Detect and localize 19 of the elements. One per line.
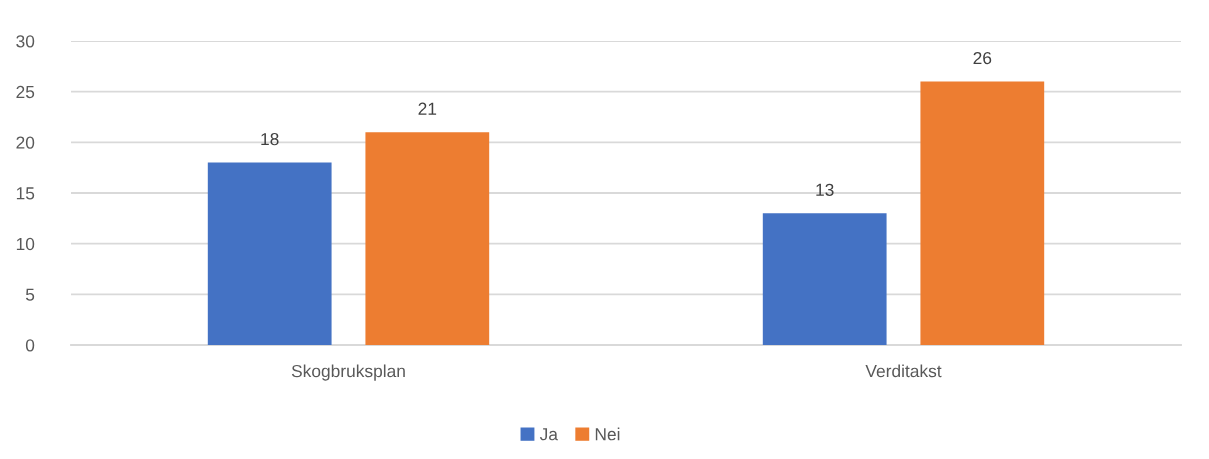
data-label: 13 <box>816 183 834 196</box>
data-label: 21 <box>418 102 437 115</box>
legend-label: Ja <box>539 428 558 441</box>
bar <box>762 213 887 345</box>
y-tick-label: 15 <box>16 187 35 200</box>
data-label: 18 <box>261 132 279 146</box>
y-tick-label: 30 <box>16 35 35 48</box>
y-tick-label: 20 <box>16 136 35 149</box>
bar <box>920 81 1045 345</box>
bar <box>207 162 332 345</box>
y-tick-label: 0 <box>25 339 35 352</box>
y-tick-label: 10 <box>16 237 35 251</box>
x-tick-label: Verditakst <box>865 364 942 378</box>
bar <box>365 132 490 345</box>
y-tick-label: 25 <box>16 85 35 99</box>
data-label: 26 <box>973 51 992 65</box>
x-tick-label: Skogbruksplan <box>291 364 405 381</box>
y-tick-label: 5 <box>25 288 35 301</box>
legend-label: Nei <box>595 427 620 441</box>
